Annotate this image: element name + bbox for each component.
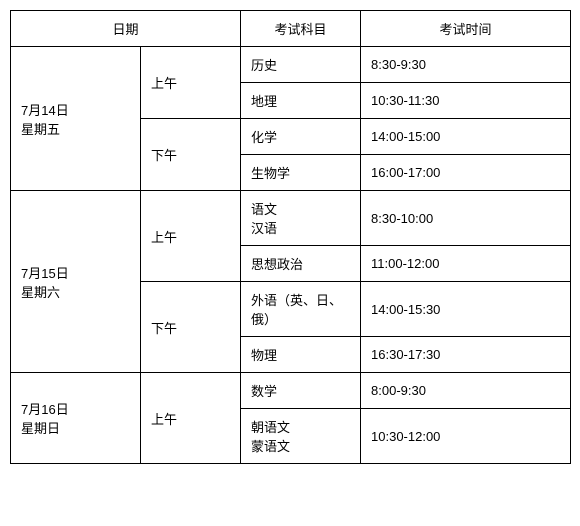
table-row: 7月16日 星期日 上午 数学 8:00-9:30 — [11, 373, 571, 409]
subject-cell: 思想政治 — [241, 246, 361, 282]
date-line2: 星期日 — [21, 418, 130, 437]
subject-cell: 数学 — [241, 373, 361, 409]
date-cell: 7月16日 星期日 — [11, 373, 141, 464]
time-cell: 8:00-9:30 — [361, 373, 571, 409]
time-cell: 14:00-15:00 — [361, 119, 571, 155]
ampm-cell: 下午 — [141, 119, 241, 191]
table-row: 7月15日 星期六 上午 语文 汉语 8:30-10:00 — [11, 191, 571, 246]
subject-line1: 朝语文 — [251, 417, 350, 436]
date-line1: 7月16日 — [21, 399, 130, 418]
header-subject: 考试科目 — [241, 11, 361, 47]
subject-line2: 俄） — [251, 309, 350, 328]
time-cell: 10:30-12:00 — [361, 409, 571, 464]
date-line2: 星期五 — [21, 119, 130, 138]
date-cell: 7月15日 星期六 — [11, 191, 141, 373]
date-line2: 星期六 — [21, 282, 130, 301]
ampm-cell: 上午 — [141, 191, 241, 282]
date-line1: 7月14日 — [21, 100, 130, 119]
subject-cell: 生物学 — [241, 155, 361, 191]
time-cell: 8:30-9:30 — [361, 47, 571, 83]
time-cell: 11:00-12:00 — [361, 246, 571, 282]
subject-line1: 语文 — [251, 199, 350, 218]
time-cell: 14:00-15:30 — [361, 282, 571, 337]
ampm-cell: 下午 — [141, 282, 241, 373]
subject-cell: 语文 汉语 — [241, 191, 361, 246]
subject-cell: 朝语文 蒙语文 — [241, 409, 361, 464]
header-row: 日期 考试科目 考试时间 — [11, 11, 571, 47]
time-cell: 10:30-11:30 — [361, 83, 571, 119]
subject-cell: 物理 — [241, 337, 361, 373]
table-row: 7月14日 星期五 上午 历史 8:30-9:30 — [11, 47, 571, 83]
time-cell: 8:30-10:00 — [361, 191, 571, 246]
ampm-cell: 上午 — [141, 47, 241, 119]
date-line1: 7月15日 — [21, 263, 130, 282]
exam-schedule-table: 日期 考试科目 考试时间 7月14日 星期五 上午 历史 8:30-9:30 地… — [10, 10, 571, 464]
date-cell: 7月14日 星期五 — [11, 47, 141, 191]
ampm-cell: 上午 — [141, 373, 241, 464]
subject-line1: 外语（英、日、 — [251, 290, 350, 309]
time-cell: 16:00-17:00 — [361, 155, 571, 191]
subject-cell: 外语（英、日、 俄） — [241, 282, 361, 337]
time-cell: 16:30-17:30 — [361, 337, 571, 373]
header-time: 考试时间 — [361, 11, 571, 47]
subject-line2: 汉语 — [251, 218, 350, 237]
subject-cell: 历史 — [241, 47, 361, 83]
subject-line2: 蒙语文 — [251, 436, 350, 455]
subject-cell: 地理 — [241, 83, 361, 119]
header-date: 日期 — [11, 11, 241, 47]
subject-cell: 化学 — [241, 119, 361, 155]
